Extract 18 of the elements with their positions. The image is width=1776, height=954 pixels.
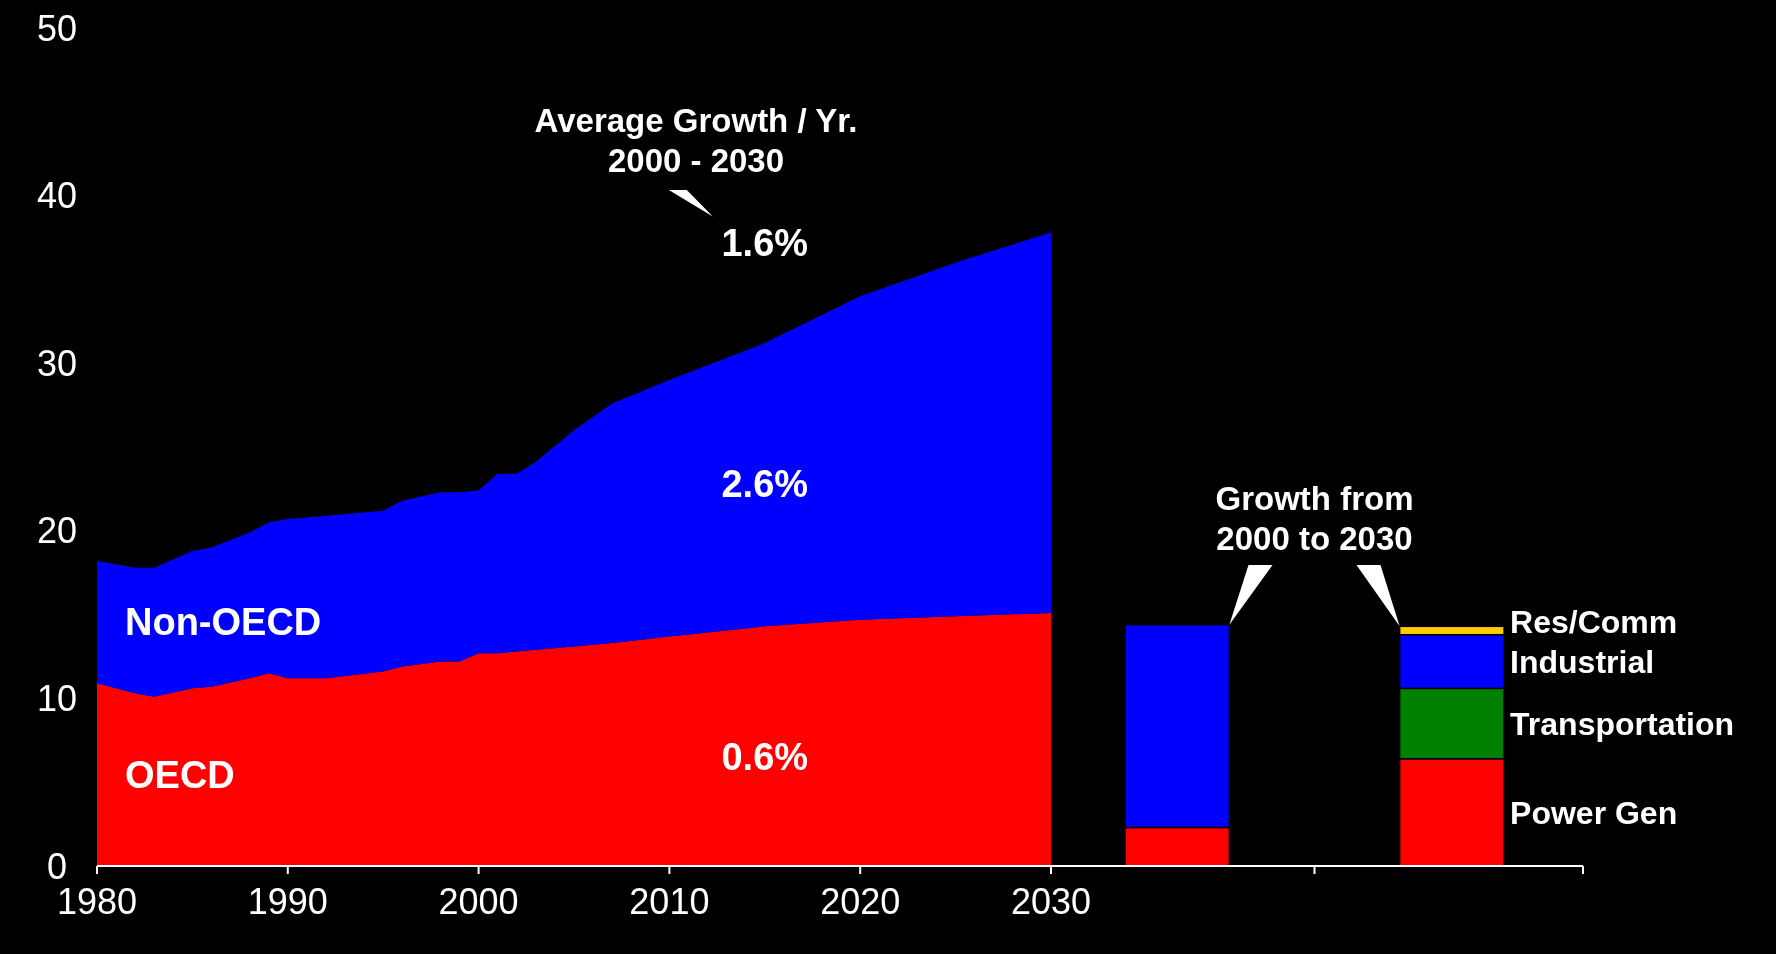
y-tick-label: 50 xyxy=(36,7,78,49)
x-tick-label: 2010 xyxy=(629,881,710,922)
x-tick-label: 2000 xyxy=(438,881,519,922)
y-tick-label: 40 xyxy=(36,175,78,217)
annotation: Growth from 2000 to 2030 xyxy=(1215,480,1414,557)
annotation: 2.6% xyxy=(721,463,809,506)
y-tick-label: 30 xyxy=(36,342,78,384)
x-tick-label: 2020 xyxy=(820,881,901,922)
annotation: 1.6% xyxy=(721,221,809,264)
x-tick-label: 2030 xyxy=(1010,881,1092,922)
y-tick-label: 20 xyxy=(36,510,78,552)
y-tick-label: 10 xyxy=(36,678,78,719)
annotation: Average Growth / Yr. 2000 - 2030 xyxy=(534,102,858,179)
series-label: Industrial xyxy=(1510,643,1655,680)
x-tick-label: 1990 xyxy=(247,881,328,922)
series-label: Power Gen xyxy=(1510,794,1678,831)
series-label: Res/Comm xyxy=(1510,603,1678,640)
series-label: Transportation xyxy=(1510,705,1735,742)
